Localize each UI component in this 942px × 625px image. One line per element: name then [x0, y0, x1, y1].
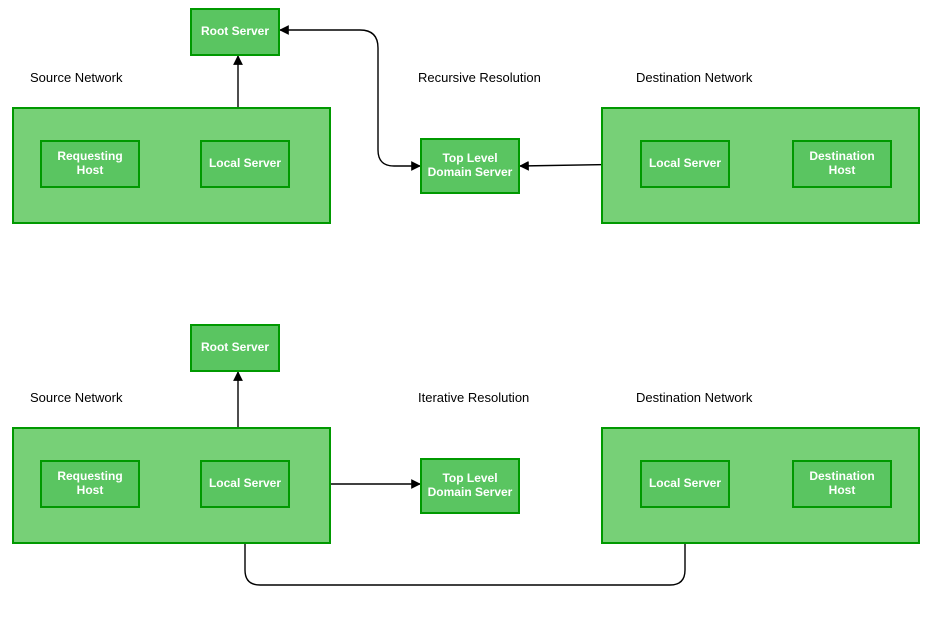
- root-server-2-node: Root Server: [190, 324, 280, 372]
- diagram-canvas: Source Network Recursive Resolution Dest…: [0, 0, 942, 625]
- local-server-2b-node: Local Server: [640, 460, 730, 508]
- root-server-1-node: Root Server: [190, 8, 280, 56]
- recursive-resolution-label: Recursive Resolution: [418, 70, 541, 85]
- tld-server-2-node: Top Level Domain Server: [420, 458, 520, 514]
- local-server-2a-node: Local Server: [200, 460, 290, 508]
- tld-server-1-node: Top Level Domain Server: [420, 138, 520, 194]
- source-network-1-label: Source Network: [30, 70, 122, 85]
- requesting-host-1-node: Requesting Host: [40, 140, 140, 188]
- destination-network-2-label: Destination Network: [636, 390, 752, 405]
- destination-host-2-node: Destination Host: [792, 460, 892, 508]
- local-server-1a-node: Local Server: [200, 140, 290, 188]
- source-network-2-label: Source Network: [30, 390, 122, 405]
- iterative-resolution-label: Iterative Resolution: [418, 390, 529, 405]
- requesting-host-2-node: Requesting Host: [40, 460, 140, 508]
- local-server-1b-node: Local Server: [640, 140, 730, 188]
- destination-host-1-node: Destination Host: [792, 140, 892, 188]
- destination-network-1-label: Destination Network: [636, 70, 752, 85]
